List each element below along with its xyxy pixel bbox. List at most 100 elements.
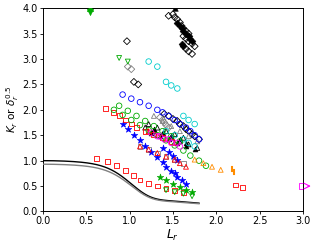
Point <box>188 37 193 41</box>
Point <box>137 178 142 182</box>
Point <box>151 132 156 136</box>
Point <box>172 188 177 192</box>
Point <box>177 161 182 165</box>
Point <box>218 168 223 172</box>
Point <box>166 114 171 118</box>
Point <box>186 134 191 138</box>
Point <box>172 132 177 136</box>
Y-axis label: $K_r$ or $\delta_r^{0.5}$: $K_r$ or $\delta_r^{0.5}$ <box>4 86 21 133</box>
Point <box>146 122 151 126</box>
Point <box>177 139 182 143</box>
Point <box>177 122 182 126</box>
Point <box>155 133 160 137</box>
Point <box>151 129 156 133</box>
Point <box>146 147 151 151</box>
Point <box>183 47 188 51</box>
Point <box>188 154 193 158</box>
Point <box>188 129 193 133</box>
Point <box>136 82 141 86</box>
Point <box>175 158 180 162</box>
Point <box>158 175 163 179</box>
Point <box>160 132 165 136</box>
Point <box>143 119 148 123</box>
Point <box>143 129 148 133</box>
Point <box>155 155 160 159</box>
Point <box>158 116 163 120</box>
Point <box>179 178 184 182</box>
Point <box>175 86 180 90</box>
Point <box>120 122 125 126</box>
Point <box>192 133 197 137</box>
Point <box>112 108 117 112</box>
Point <box>177 185 182 189</box>
Point <box>175 141 180 145</box>
Point <box>129 122 134 126</box>
Point <box>163 123 169 127</box>
Point <box>179 42 184 46</box>
Point <box>179 24 184 28</box>
Point <box>117 56 122 60</box>
Point <box>181 114 186 118</box>
Point <box>129 118 134 122</box>
Point <box>162 121 167 124</box>
Point <box>166 14 171 18</box>
Point <box>181 161 186 165</box>
Point <box>158 134 163 138</box>
Point <box>146 128 151 132</box>
Point <box>163 178 169 182</box>
Point <box>162 112 167 116</box>
Point <box>170 154 175 158</box>
Point <box>117 104 122 108</box>
Point <box>183 144 188 148</box>
Point <box>177 139 182 143</box>
Point <box>151 114 156 118</box>
Point <box>146 104 151 108</box>
Point <box>166 137 171 141</box>
Point <box>131 174 136 178</box>
Point <box>88 10 93 14</box>
Point <box>169 134 174 138</box>
Point <box>172 141 177 145</box>
Point <box>120 93 125 97</box>
Point <box>183 32 188 36</box>
Point <box>169 139 174 143</box>
Point <box>160 131 165 135</box>
Point <box>137 144 142 148</box>
Point <box>123 118 128 122</box>
Point <box>183 182 188 185</box>
Point <box>149 131 154 135</box>
Point <box>125 65 130 69</box>
Point <box>166 137 171 141</box>
Point <box>163 188 169 192</box>
Point <box>94 156 99 160</box>
Point <box>155 151 160 155</box>
Point <box>112 110 117 114</box>
Point <box>129 67 134 71</box>
Point <box>172 133 177 137</box>
Point <box>169 124 174 128</box>
Point <box>114 164 119 168</box>
Point <box>155 151 160 155</box>
Point <box>131 80 136 84</box>
Point <box>192 44 197 48</box>
Point <box>177 144 182 148</box>
Point <box>163 165 169 169</box>
Point <box>183 29 188 33</box>
Point <box>160 160 165 164</box>
Point <box>181 192 186 196</box>
Point <box>166 126 171 130</box>
Point <box>186 143 191 146</box>
Point <box>181 190 186 194</box>
Point <box>170 117 175 121</box>
Point <box>155 126 160 130</box>
Point <box>197 159 202 163</box>
Point <box>183 141 188 145</box>
Point <box>177 129 182 133</box>
Point <box>172 158 177 162</box>
Point <box>120 113 125 117</box>
Point <box>201 161 206 165</box>
Point <box>172 15 177 19</box>
Point <box>233 183 238 187</box>
Point <box>177 137 182 141</box>
Point <box>183 165 188 169</box>
